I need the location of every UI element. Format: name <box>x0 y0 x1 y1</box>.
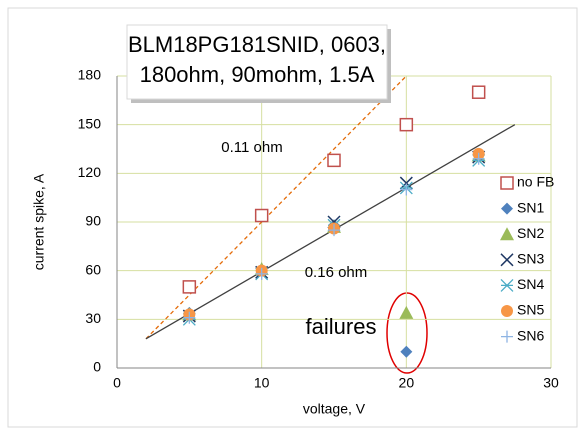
marker-part <box>327 153 341 168</box>
y-tick-label: 180 <box>78 67 102 83</box>
marker <box>399 117 414 132</box>
annotation: failures <box>306 314 377 339</box>
marker <box>400 183 413 196</box>
marker <box>501 330 513 343</box>
marker <box>471 85 486 99</box>
marker-part <box>399 176 413 190</box>
marker <box>500 278 514 292</box>
legend-label: SN2 <box>517 225 544 241</box>
y-tick-label: 120 <box>78 164 102 180</box>
legend-label: SN4 <box>517 276 544 292</box>
annotation: 0.16 ohm <box>305 264 368 281</box>
y-tick-label: 60 <box>85 261 101 277</box>
marker-part <box>501 305 513 317</box>
x-tick-label: 0 <box>113 375 121 391</box>
title-box <box>126 24 388 100</box>
marker-part <box>183 311 196 324</box>
marker <box>501 305 513 317</box>
marker-part <box>501 202 513 215</box>
annotation: 0.11 ohm <box>221 139 282 156</box>
marker <box>254 208 269 223</box>
marker-part <box>399 305 414 319</box>
marker-part <box>400 345 413 358</box>
marker-part <box>471 85 486 99</box>
marker-part <box>254 208 269 223</box>
marker <box>399 305 414 319</box>
x-tick-label: 20 <box>399 375 415 391</box>
chart-title: BLM18PG181SNID, 0603, <box>128 32 386 57</box>
marker <box>501 202 513 215</box>
legend-label: SN6 <box>517 327 544 343</box>
x-tick-label: 10 <box>254 375 270 391</box>
marker-part <box>500 227 514 241</box>
marker-part <box>182 280 197 294</box>
marker <box>327 153 341 168</box>
marker-part <box>501 330 513 343</box>
failure-ellipse <box>386 292 428 374</box>
y-tick-label: 150 <box>78 115 102 131</box>
marker-part <box>500 253 514 267</box>
marker <box>500 176 514 190</box>
marker <box>255 267 268 280</box>
y-tick-label: 90 <box>85 213 101 229</box>
marker-part <box>399 117 414 132</box>
legend-label: SN5 <box>517 302 544 318</box>
marker <box>399 176 413 190</box>
marker-part <box>472 152 485 165</box>
marker <box>183 311 196 324</box>
legend-label: no FB <box>517 174 554 190</box>
x-axis-label: voltage, V <box>303 401 366 417</box>
marker-part <box>328 224 340 237</box>
marker-part <box>255 267 268 280</box>
marker-part <box>500 176 514 190</box>
legend-label: SN3 <box>517 251 544 267</box>
marker-part <box>500 278 514 292</box>
y-tick-label: 30 <box>85 310 101 326</box>
legend-label: SN1 <box>517 199 544 215</box>
marker <box>500 253 514 267</box>
marker <box>400 345 413 358</box>
marker <box>500 227 514 241</box>
chart-title: 180ohm, 90mohm, 1.5A <box>140 62 375 87</box>
y-axis-label: current spike, A <box>31 173 47 270</box>
x-tick-label: 30 <box>543 375 559 391</box>
y-tick-label: 0 <box>93 359 101 375</box>
marker <box>472 152 485 165</box>
marker <box>328 224 340 237</box>
marker <box>182 280 197 294</box>
trendline <box>145 75 407 340</box>
marker-part <box>400 183 413 196</box>
